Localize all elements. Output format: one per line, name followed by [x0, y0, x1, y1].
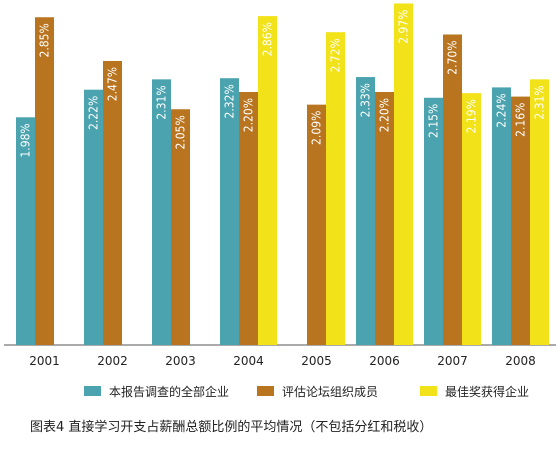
bar-label-2001-series-0: 1.98%: [19, 123, 33, 157]
bar-2008-series-2: [530, 79, 549, 345]
bar-2002-series-0: [84, 89, 103, 345]
chart-title: 图表4 直接学习开支占薪酬总额比例的平均情况（不包括分红和税收）: [30, 420, 433, 435]
legend-swatch-best-award: [420, 386, 437, 396]
bar-label-2007-series-1: 2.70%: [446, 41, 460, 75]
bar-2006-series-2: [394, 3, 413, 345]
bar-2002-series-1: [103, 60, 122, 345]
bar-label-2007-series-2: 2.19%: [465, 99, 479, 133]
bar-2007-series-1: [443, 34, 462, 345]
bar-2007-series-0: [424, 97, 443, 345]
bar-2001-series-0: [16, 117, 35, 345]
legend-item-best-award: 最佳奖获得企业: [420, 381, 529, 401]
bar-2005-series-2: [326, 32, 345, 345]
bar-2001-series-1: [35, 17, 54, 345]
bar-chart: 1.98% 2.85% 2001 2.22% 2.47% 2002 2.31% 2.05% 20…: [4, 3, 556, 368]
x-tick-label-2007: 2007: [437, 354, 468, 368]
bar-label-2006-series-1: 2.20%: [378, 98, 392, 132]
bar-label-2006-series-0: 2.33%: [359, 83, 373, 117]
bar-label-2001-series-1: 2.85%: [38, 23, 52, 57]
bar-label-2005-series-1: 2.09%: [310, 111, 324, 145]
bar-2006-series-0: [356, 77, 375, 346]
bar-2007-series-2: [462, 93, 481, 346]
bar-2003-series-0: [152, 79, 171, 345]
x-tick-label-2001: 2001: [29, 354, 60, 368]
bar-label-2002-series-1: 2.47%: [106, 67, 120, 101]
bar-2005-series-1: [307, 104, 326, 346]
legend-label-best-award: 最佳奖获得企业: [445, 384, 530, 399]
bar-label-2005-series-2: 2.72%: [329, 38, 343, 72]
bar-2003-series-1: [171, 109, 190, 345]
legend-swatch-forum-members: [257, 386, 274, 396]
bar-label-2003-series-1: 2.05%: [174, 115, 188, 149]
legend-label-forum-members: 评估论坛组织成员: [282, 384, 379, 399]
bar-label-2008-series-1: 2.16%: [514, 103, 528, 137]
bar-label-2004-series-1: 2.20%: [242, 98, 256, 132]
legend-item-forum-members: 评估论坛组织成员: [257, 381, 378, 401]
x-tick-label-2003: 2003: [165, 354, 196, 368]
bar-2004-series-1: [239, 92, 258, 345]
bar-label-2002-series-0: 2.22%: [87, 96, 101, 130]
bar-label-2004-series-0: 2.32%: [223, 84, 237, 118]
bar-label-2006-series-2: 2.97%: [397, 9, 411, 43]
bar-2006-series-1: [375, 92, 394, 345]
bar-label-2008-series-0: 2.24%: [495, 93, 509, 127]
bar-2004-series-0: [220, 78, 239, 345]
bar-2004-series-2: [258, 16, 277, 345]
legend-item-all-companies: 本报告调查的全部企业: [84, 381, 229, 401]
x-tick-label-2002: 2002: [97, 354, 128, 368]
legend-label-all-companies: 本报告调查的全部企业: [109, 384, 230, 399]
chart-legend: 本报告调查的全部企业 评估论坛组织成员 最佳奖获得企业: [0, 381, 560, 405]
bar-label-2007-series-0: 2.15%: [427, 104, 441, 138]
bar-label-2003-series-0: 2.31%: [155, 85, 169, 119]
x-tick-label-2008: 2008: [505, 354, 536, 368]
bar-2008-series-0: [492, 87, 511, 346]
bar-label-2008-series-2: 2.31%: [533, 85, 547, 119]
legend-swatch-all-companies: [84, 386, 101, 396]
x-tick-label-2004: 2004: [233, 354, 264, 368]
x-tick-label-2006: 2006: [369, 354, 400, 368]
x-tick-label-2005: 2005: [301, 354, 332, 368]
bar-2008-series-1: [511, 96, 530, 345]
bar-label-2004-series-2: 2.86%: [261, 22, 275, 56]
